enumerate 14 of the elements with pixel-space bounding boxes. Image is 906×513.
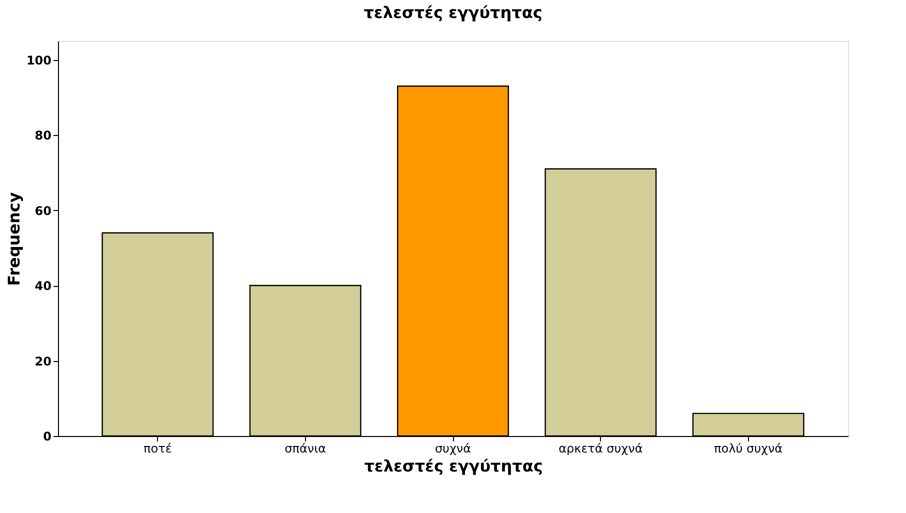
y-tick-label: 20 <box>34 354 52 368</box>
x-tick-label: συχνά <box>434 442 472 456</box>
x-axis-title: τελεστές εγγύτητας <box>364 456 543 476</box>
chart-title: τελεστές εγγύτητας <box>364 3 542 22</box>
y-tick-label: 60 <box>34 204 52 218</box>
y-tick-label: 80 <box>34 128 52 143</box>
x-tick-label: πολύ συχνά <box>714 442 783 456</box>
x-tick-label: ποτέ <box>144 442 172 456</box>
y-axis-title: Frequency <box>4 192 24 286</box>
y-tick-label: 0 <box>43 430 52 444</box>
y-tick-label: 40 <box>34 279 52 294</box>
x-tick-label: σπάνια <box>284 442 326 456</box>
y-tick-label: 100 <box>26 53 52 68</box>
x-tick-label: αρκετά συχνά <box>558 442 643 456</box>
